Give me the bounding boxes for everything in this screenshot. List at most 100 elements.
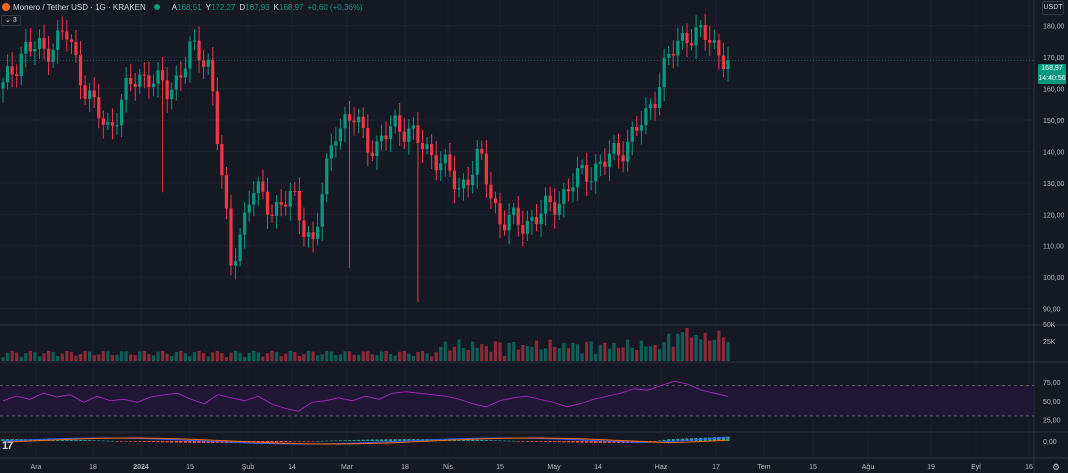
candle-body <box>703 25 707 40</box>
macd-histogram-bar <box>585 441 589 443</box>
candle-body <box>443 154 447 164</box>
macd-histogram-bar <box>457 439 461 441</box>
volume-bar <box>197 350 201 361</box>
macd-histogram-bar <box>97 440 101 442</box>
macd-histogram-bar <box>411 439 415 441</box>
volume-bar <box>261 356 265 361</box>
candle-body <box>571 187 575 192</box>
macd-histogram-bar <box>316 440 320 442</box>
volume-bar <box>1 357 5 361</box>
market-status-icon[interactable] <box>153 4 160 10</box>
macd-histogram-bar <box>170 441 174 443</box>
time-axis-label: Şub <box>242 464 255 471</box>
candle-body <box>534 217 539 225</box>
candle-body <box>325 158 329 195</box>
macd-histogram-bar <box>667 439 671 441</box>
candle-body <box>466 179 470 186</box>
macd-histogram-bar <box>502 440 507 442</box>
candle-body <box>420 142 425 150</box>
volume-bar <box>156 351 160 361</box>
candle-body <box>274 201 279 216</box>
macd-histogram-bar <box>183 441 187 443</box>
volume-bar <box>183 353 187 361</box>
macd-histogram-bar <box>129 441 133 442</box>
volume-bar <box>498 342 502 361</box>
volume-bar <box>626 339 630 361</box>
candle-body <box>1 82 5 89</box>
close-value: 168,97 <box>279 2 304 12</box>
gear-icon[interactable]: ⚙ <box>1052 462 1061 472</box>
macd-histogram-bar <box>598 441 602 443</box>
macd-histogram-bar <box>671 439 675 441</box>
candle-body <box>375 141 379 156</box>
macd-histogram-bar <box>288 441 292 442</box>
macd-histogram-bar <box>284 441 288 442</box>
candle-body <box>680 33 684 41</box>
volume-bar <box>493 341 498 361</box>
candle-body <box>256 181 260 194</box>
high-value: 172,27 <box>210 2 236 12</box>
time-axis-label: 19 <box>927 464 935 471</box>
macd-histogram-bar <box>398 439 402 441</box>
time-axis-label: 16 <box>1025 464 1033 471</box>
candle-body <box>461 179 466 189</box>
macd-histogram-bar <box>115 441 119 442</box>
volume-bar <box>24 353 28 361</box>
macd-histogram-bar <box>5 439 10 441</box>
volume-bar <box>580 353 584 361</box>
macd-histogram-bar <box>676 438 680 441</box>
volume-bar <box>142 351 146 361</box>
candle-body <box>119 99 124 126</box>
candle-body <box>425 144 429 150</box>
volume-bar <box>507 342 511 361</box>
candle-body <box>320 194 324 227</box>
macd-histogram-bar <box>197 441 201 443</box>
volume-bar <box>243 356 247 361</box>
volume-bar <box>607 348 612 361</box>
candle-body <box>51 49 55 62</box>
candle-body <box>621 155 625 162</box>
candle-body <box>653 104 657 108</box>
macd-histogram-bar <box>179 441 183 443</box>
macd-histogram-bar <box>607 441 612 443</box>
open-value: 168,51 <box>177 2 202 12</box>
candle-body <box>667 53 671 58</box>
volume-bar <box>530 346 534 361</box>
candle-body <box>284 204 288 207</box>
volume-bar <box>534 340 539 361</box>
candle-body <box>361 116 365 129</box>
macd-histogram-bar <box>712 437 716 441</box>
macd-histogram-bar <box>202 441 206 443</box>
candle-body <box>544 195 548 214</box>
symbol-title[interactable]: Monero / Tether USD · 1G · KRAKEN <box>13 2 146 12</box>
volume-bar <box>685 328 689 361</box>
rsi-axis-label: 25,00 <box>1043 418 1061 425</box>
volume-bar <box>220 352 224 361</box>
macd-histogram-bar <box>311 441 315 442</box>
time-axis-label: 14 <box>594 464 602 471</box>
indicators-collapse-button[interactable]: ⌄ 3 <box>1 15 21 26</box>
macd-histogram-bar <box>124 441 128 442</box>
volume-bar <box>329 351 333 361</box>
macd-histogram-bar <box>74 439 78 441</box>
tradingview-logo-icon[interactable]: 17 <box>2 440 13 452</box>
volume-bar <box>671 346 675 361</box>
macd-histogram-bar <box>388 439 393 441</box>
volume-bar <box>379 351 384 361</box>
volume-bar <box>19 356 23 361</box>
volume-bar <box>407 353 411 361</box>
candle-body <box>270 214 274 216</box>
macd-histogram-bar <box>407 439 411 441</box>
macd-histogram-bar <box>393 439 397 441</box>
candle-body <box>553 202 557 215</box>
candle-body <box>562 189 566 204</box>
currency-button[interactable]: USDT <box>1042 1 1064 15</box>
macd-histogram-bar <box>507 440 511 442</box>
candle-body <box>708 39 712 43</box>
macd-axis-label: 0,00 <box>1043 439 1057 446</box>
candle-body <box>352 120 356 123</box>
volume-bar <box>302 353 306 361</box>
volume-bar <box>366 351 370 361</box>
